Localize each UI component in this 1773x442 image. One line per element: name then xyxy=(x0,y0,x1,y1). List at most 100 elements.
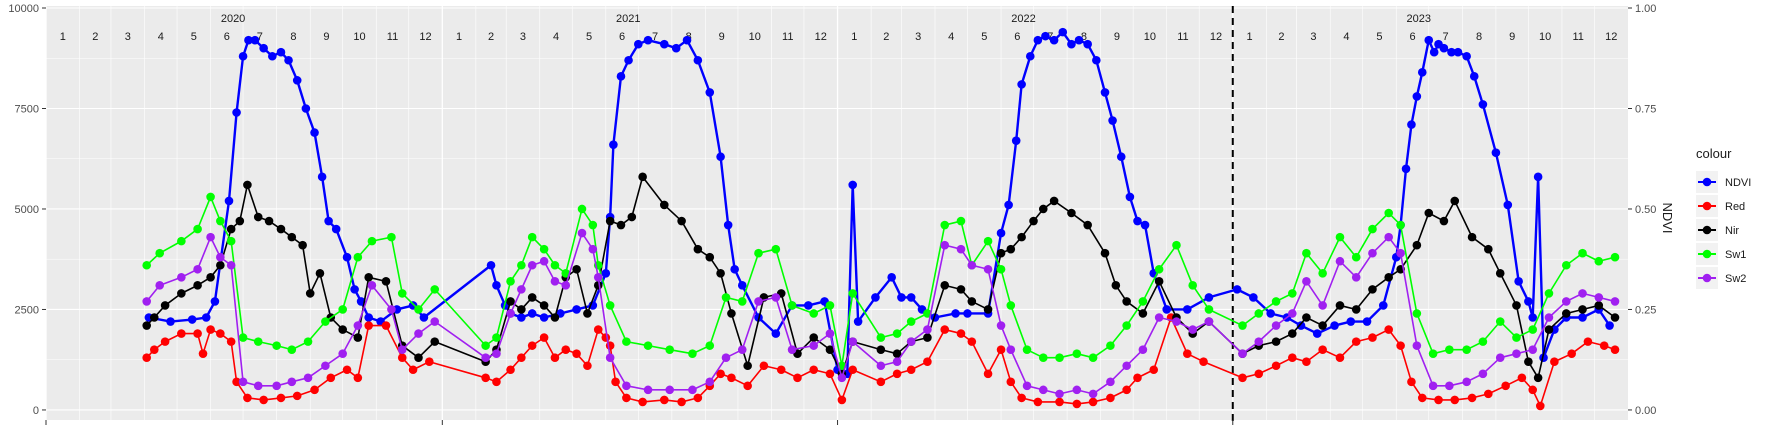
data-point-sw1 xyxy=(1154,264,1164,274)
month-label: 11 xyxy=(1572,31,1583,43)
data-point-red xyxy=(593,325,603,334)
data-point-nir xyxy=(1154,277,1164,286)
data-point-nir xyxy=(659,200,669,210)
data-point-red xyxy=(1318,345,1327,354)
data-point-ndvi xyxy=(1401,164,1411,174)
data-point-sw1 xyxy=(1445,345,1454,354)
data-point-red xyxy=(1335,353,1345,362)
data-point-red xyxy=(793,373,802,383)
legend-key-point xyxy=(1702,273,1712,283)
data-point-sw1 xyxy=(737,297,747,306)
data-point-nir xyxy=(1533,373,1543,383)
data-point-ndvi xyxy=(601,268,611,278)
data-point-sw2 xyxy=(809,341,819,350)
data-point-nir xyxy=(705,252,715,262)
data-point-red xyxy=(1133,373,1142,383)
data-point-red xyxy=(506,365,515,375)
data-point-ndvi xyxy=(232,108,241,117)
month-label: 9 xyxy=(1509,31,1515,43)
data-point-sw1 xyxy=(517,260,526,270)
data-point-sw1 xyxy=(387,232,396,242)
data-point-sw1 xyxy=(1428,349,1438,358)
month-label: 2 xyxy=(883,31,889,43)
data-point-sw2 xyxy=(754,297,763,306)
month-label: 9 xyxy=(1114,31,1120,43)
data-point-sw2 xyxy=(517,285,526,294)
data-point-sw2 xyxy=(1396,248,1405,258)
year-label: 2021 xyxy=(616,13,640,25)
data-point-sw1 xyxy=(1122,321,1131,330)
data-point-sw1 xyxy=(1610,252,1620,262)
data-point-red xyxy=(1288,353,1297,362)
data-point-sw2 xyxy=(1038,385,1048,395)
data-point-red xyxy=(837,395,847,405)
data-point-sw1 xyxy=(1495,317,1505,326)
data-point-ndvi xyxy=(187,315,197,324)
data-point-red xyxy=(906,365,916,375)
data-point-sw2 xyxy=(387,305,396,314)
data-point-ndvi xyxy=(1528,313,1538,322)
y-left-tick-label: 5000 xyxy=(15,204,39,216)
month-label: 4 xyxy=(948,31,954,43)
data-point-sw2 xyxy=(226,260,236,270)
data-point-nir xyxy=(235,216,245,226)
data-point-ndvi xyxy=(1266,309,1275,318)
data-point-sw2 xyxy=(353,321,363,330)
data-point-red xyxy=(1368,333,1377,342)
data-point-sw1 xyxy=(892,329,902,338)
month-label: 2 xyxy=(1278,31,1284,43)
data-point-nir xyxy=(743,361,752,371)
data-point-ndvi xyxy=(1330,321,1339,330)
month-label: 3 xyxy=(125,31,131,43)
data-point-ndvi xyxy=(166,317,175,326)
data-point-red xyxy=(1182,349,1192,358)
data-point-ndvi xyxy=(1312,329,1322,338)
data-point-ndvi xyxy=(224,196,234,206)
data-point-sw2 xyxy=(1428,381,1438,391)
data-point-sw2 xyxy=(967,260,977,270)
data-point-sw1 xyxy=(216,216,225,226)
data-point-nir xyxy=(287,232,297,242)
data-point-nir xyxy=(1288,329,1297,338)
data-point-ndvi xyxy=(1067,39,1076,49)
data-point-sw1 xyxy=(1172,240,1181,250)
series-sw2 xyxy=(142,228,1620,399)
month-label: 1 xyxy=(60,31,66,43)
y-right-tick-label: 0.50 xyxy=(1635,204,1656,216)
data-point-nir xyxy=(430,337,440,346)
data-point-sw1 xyxy=(430,285,440,294)
data-point-sw2 xyxy=(1368,248,1377,258)
data-point-red xyxy=(727,373,736,383)
data-point-red xyxy=(425,357,434,367)
data-point-red xyxy=(276,393,286,403)
data-point-sw2 xyxy=(588,244,598,254)
data-point-nir xyxy=(1122,297,1131,306)
data-point-sw1 xyxy=(1238,321,1247,330)
data-point-sw1 xyxy=(177,236,186,246)
data-point-sw2 xyxy=(287,377,297,387)
data-point-red xyxy=(1467,393,1477,403)
data-point-red xyxy=(716,369,725,379)
data-point-sw1 xyxy=(1072,349,1082,358)
data-point-ndvi xyxy=(1296,321,1306,330)
month-label: 3 xyxy=(915,31,921,43)
data-point-red xyxy=(611,377,620,387)
data-point-sw1 xyxy=(996,264,1006,274)
data-point-ndvi xyxy=(1478,100,1488,109)
data-point-sw1 xyxy=(983,236,993,246)
data-point-nir xyxy=(149,313,159,322)
month-label: 2 xyxy=(92,31,98,43)
data-point-sw2 xyxy=(430,317,440,326)
month-label: 12 xyxy=(419,31,431,43)
data-point-ndvi xyxy=(1041,31,1050,41)
data-point-sw1 xyxy=(561,268,571,278)
month-label: 11 xyxy=(1177,31,1188,43)
data-point-ndvi xyxy=(1462,51,1471,61)
data-point-sw2 xyxy=(593,273,603,282)
data-point-sw1 xyxy=(754,248,763,258)
legend-key-point xyxy=(1702,249,1712,259)
data-point-ndvi xyxy=(1025,51,1035,61)
data-point-nir xyxy=(1412,240,1422,250)
data-point-sw2 xyxy=(665,385,675,395)
